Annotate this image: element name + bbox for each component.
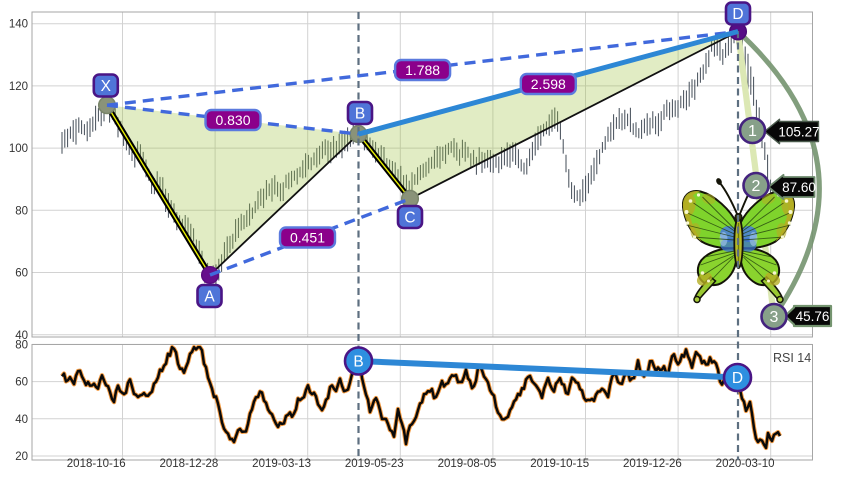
svg-text:80: 80	[15, 205, 28, 217]
svg-text:0.830: 0.830	[215, 112, 250, 128]
svg-text:D: D	[732, 370, 743, 387]
svg-text:60: 60	[15, 268, 28, 280]
svg-text:X: X	[101, 78, 112, 95]
svg-text:87.60: 87.60	[782, 180, 816, 195]
svg-text:1.788: 1.788	[405, 62, 440, 78]
svg-text:D: D	[732, 6, 743, 23]
svg-text:C: C	[404, 210, 415, 227]
svg-text:2019-03-13: 2019-03-13	[252, 458, 311, 470]
svg-text:B: B	[355, 106, 365, 123]
svg-text:45.76: 45.76	[796, 309, 830, 324]
svg-text:100: 100	[9, 143, 28, 155]
svg-text:0.451: 0.451	[290, 230, 325, 246]
svg-text:2019-10-15: 2019-10-15	[530, 458, 589, 470]
svg-text:80: 80	[15, 339, 28, 351]
svg-text:60: 60	[15, 377, 28, 389]
svg-text:RSI 14: RSI 14	[773, 351, 811, 365]
svg-text:2.598: 2.598	[531, 76, 566, 92]
svg-text:2019-05-23: 2019-05-23	[345, 458, 404, 470]
svg-text:2018-10-16: 2018-10-16	[67, 458, 126, 470]
svg-text:B: B	[353, 354, 363, 371]
svg-text:2018-12-28: 2018-12-28	[159, 458, 218, 470]
svg-text:140: 140	[9, 19, 28, 31]
svg-text:A: A	[204, 289, 215, 306]
svg-text:2020-03-10: 2020-03-10	[716, 458, 775, 470]
svg-text:40: 40	[15, 330, 28, 342]
svg-text:2019-08-05: 2019-08-05	[438, 458, 497, 470]
svg-text:1: 1	[748, 123, 757, 140]
svg-text:3: 3	[770, 309, 779, 326]
svg-text:2019-12-26: 2019-12-26	[623, 458, 682, 470]
svg-text:20: 20	[15, 451, 28, 463]
svg-text:120: 120	[9, 81, 28, 93]
svg-text:105.27: 105.27	[778, 124, 819, 139]
svg-text:40: 40	[15, 414, 28, 426]
svg-text:2: 2	[752, 178, 761, 195]
